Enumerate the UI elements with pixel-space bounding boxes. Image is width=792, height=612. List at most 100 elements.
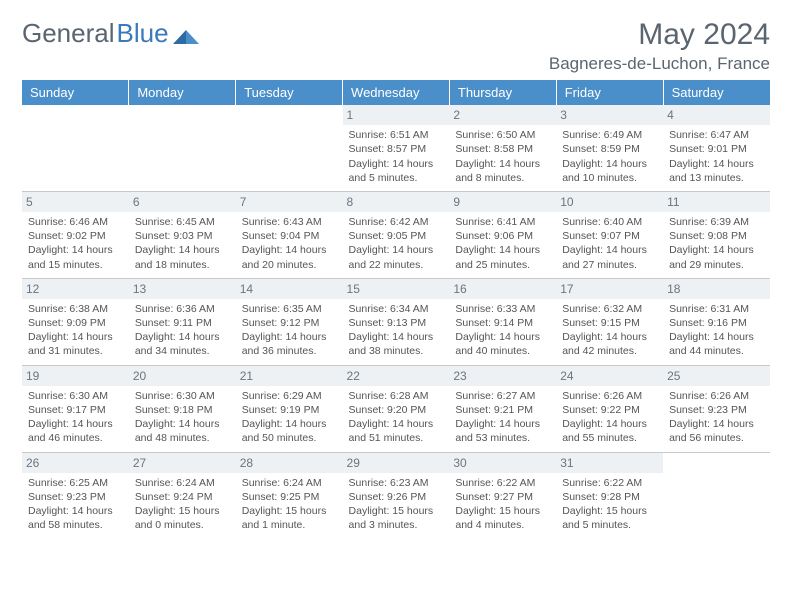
sunrise-text: Sunrise: 6:30 AM: [28, 389, 123, 403]
daylight-text-2: and 27 minutes.: [562, 258, 657, 272]
calendar-table: SundayMondayTuesdayWednesdayThursdayFrid…: [22, 80, 770, 538]
calendar-cell: 17Sunrise: 6:32 AMSunset: 9:15 PMDayligh…: [556, 278, 663, 365]
day-number: 4: [663, 105, 770, 125]
daylight-text-2: and 56 minutes.: [669, 431, 764, 445]
day-number: 7: [236, 192, 343, 212]
sunset-text: Sunset: 9:08 PM: [669, 229, 764, 243]
daylight-text-2: and 58 minutes.: [28, 518, 123, 532]
calendar-cell: 7Sunrise: 6:43 AMSunset: 9:04 PMDaylight…: [236, 191, 343, 278]
daylight-text-1: Daylight: 14 hours: [562, 417, 657, 431]
sunrise-text: Sunrise: 6:41 AM: [455, 215, 550, 229]
sunset-text: Sunset: 8:57 PM: [349, 142, 444, 156]
daylight-text-1: Daylight: 14 hours: [669, 243, 764, 257]
daylight-text-2: and 10 minutes.: [562, 171, 657, 185]
day-number: 2: [449, 105, 556, 125]
sunrise-text: Sunrise: 6:46 AM: [28, 215, 123, 229]
day-number: 10: [556, 192, 663, 212]
daylight-text-1: Daylight: 14 hours: [669, 417, 764, 431]
day-number: 20: [129, 366, 236, 386]
sunset-text: Sunset: 9:23 PM: [669, 403, 764, 417]
day-header: Saturday: [663, 80, 770, 105]
sunrise-text: Sunrise: 6:22 AM: [562, 476, 657, 490]
daylight-text-2: and 13 minutes.: [669, 171, 764, 185]
daylight-text-1: Daylight: 15 hours: [455, 504, 550, 518]
sunrise-text: Sunrise: 6:26 AM: [562, 389, 657, 403]
sunset-text: Sunset: 8:58 PM: [455, 142, 550, 156]
sunrise-text: Sunrise: 6:51 AM: [349, 128, 444, 142]
calendar-cell: 15Sunrise: 6:34 AMSunset: 9:13 PMDayligh…: [343, 278, 450, 365]
sunrise-text: Sunrise: 6:28 AM: [349, 389, 444, 403]
calendar-cell: 30Sunrise: 6:22 AMSunset: 9:27 PMDayligh…: [449, 452, 556, 538]
calendar-cell: 4Sunrise: 6:47 AMSunset: 9:01 PMDaylight…: [663, 105, 770, 191]
calendar-cell: 23Sunrise: 6:27 AMSunset: 9:21 PMDayligh…: [449, 365, 556, 452]
sunset-text: Sunset: 9:11 PM: [135, 316, 230, 330]
day-number: 27: [129, 453, 236, 473]
daylight-text-1: Daylight: 15 hours: [349, 504, 444, 518]
daylight-text-1: Daylight: 14 hours: [349, 243, 444, 257]
day-number: 8: [343, 192, 450, 212]
daylight-text-1: Daylight: 14 hours: [28, 330, 123, 344]
day-header: Monday: [129, 80, 236, 105]
sunset-text: Sunset: 9:03 PM: [135, 229, 230, 243]
daylight-text-1: Daylight: 14 hours: [455, 417, 550, 431]
calendar-cell: 25Sunrise: 6:26 AMSunset: 9:23 PMDayligh…: [663, 365, 770, 452]
logo-text-1: General: [22, 18, 115, 49]
daylight-text-1: Daylight: 14 hours: [669, 157, 764, 171]
daylight-text-1: Daylight: 14 hours: [28, 243, 123, 257]
daylight-text-1: Daylight: 14 hours: [135, 243, 230, 257]
calendar-cell: [236, 105, 343, 191]
day-number: 24: [556, 366, 663, 386]
sunset-text: Sunset: 9:05 PM: [349, 229, 444, 243]
day-number: 29: [343, 453, 450, 473]
calendar-cell: 10Sunrise: 6:40 AMSunset: 9:07 PMDayligh…: [556, 191, 663, 278]
daylight-text-2: and 22 minutes.: [349, 258, 444, 272]
calendar-cell: 8Sunrise: 6:42 AMSunset: 9:05 PMDaylight…: [343, 191, 450, 278]
sunrise-text: Sunrise: 6:39 AM: [669, 215, 764, 229]
calendar-cell: 11 Sunrise: 6:39 AMSunset: 9:08 PMDayligh…: [663, 191, 770, 278]
day-number: 11: [663, 192, 770, 212]
daylight-text-1: Daylight: 14 hours: [28, 417, 123, 431]
sunset-text: Sunset: 9:07 PM: [562, 229, 657, 243]
sunset-text: Sunset: 9:04 PM: [242, 229, 337, 243]
sunrise-text: Sunrise: 6:45 AM: [135, 215, 230, 229]
location-label: Bagneres-de-Luchon, France: [549, 54, 770, 74]
sunset-text: Sunset: 9:23 PM: [28, 490, 123, 504]
calendar-cell: 13Sunrise: 6:36 AMSunset: 9:11 PMDayligh…: [129, 278, 236, 365]
sunrise-text: Sunrise: 6:32 AM: [562, 302, 657, 316]
sunrise-text: Sunrise: 6:33 AM: [455, 302, 550, 316]
sunrise-text: Sunrise: 6:47 AM: [669, 128, 764, 142]
daylight-text-1: Daylight: 14 hours: [669, 330, 764, 344]
calendar-week: 12Sunrise: 6:38 AMSunset: 9:09 PMDayligh…: [22, 278, 770, 365]
daylight-text-1: Daylight: 14 hours: [562, 157, 657, 171]
calendar-cell: [663, 452, 770, 538]
calendar-cell: 19Sunrise: 6:30 AMSunset: 9:17 PMDayligh…: [22, 365, 129, 452]
calendar-week: 19Sunrise: 6:30 AMSunset: 9:17 PMDayligh…: [22, 365, 770, 452]
calendar-cell: [22, 105, 129, 191]
calendar-cell: 6Sunrise: 6:45 AMSunset: 9:03 PMDaylight…: [129, 191, 236, 278]
daylight-text-1: Daylight: 14 hours: [242, 243, 337, 257]
day-number: 31: [556, 453, 663, 473]
day-header: Wednesday: [343, 80, 450, 105]
daylight-text-2: and 29 minutes.: [669, 258, 764, 272]
sunrise-text: Sunrise: 6:26 AM: [669, 389, 764, 403]
calendar-cell: 21Sunrise: 6:29 AMSunset: 9:19 PMDayligh…: [236, 365, 343, 452]
sunset-text: Sunset: 9:22 PM: [562, 403, 657, 417]
day-number: 21: [236, 366, 343, 386]
daylight-text-1: Daylight: 14 hours: [562, 330, 657, 344]
sunset-text: Sunset: 9:02 PM: [28, 229, 123, 243]
day-number: 22: [343, 366, 450, 386]
day-number: 16: [449, 279, 556, 299]
sunset-text: Sunset: 9:27 PM: [455, 490, 550, 504]
day-header: Tuesday: [236, 80, 343, 105]
calendar-cell: 2Sunrise: 6:50 AMSunset: 8:58 PMDaylight…: [449, 105, 556, 191]
daylight-text-2: and 5 minutes.: [349, 171, 444, 185]
sunrise-text: Sunrise: 6:22 AM: [455, 476, 550, 490]
calendar-cell: 1Sunrise: 6:51 AMSunset: 8:57 PMDaylight…: [343, 105, 450, 191]
daylight-text-2: and 4 minutes.: [455, 518, 550, 532]
daylight-text-1: Daylight: 14 hours: [28, 504, 123, 518]
daylight-text-2: and 55 minutes.: [562, 431, 657, 445]
sunset-text: Sunset: 9:20 PM: [349, 403, 444, 417]
calendar-cell: 18Sunrise: 6:31 AMSunset: 9:16 PMDayligh…: [663, 278, 770, 365]
calendar-week: 1Sunrise: 6:51 AMSunset: 8:57 PMDaylight…: [22, 105, 770, 191]
sunset-text: Sunset: 9:28 PM: [562, 490, 657, 504]
